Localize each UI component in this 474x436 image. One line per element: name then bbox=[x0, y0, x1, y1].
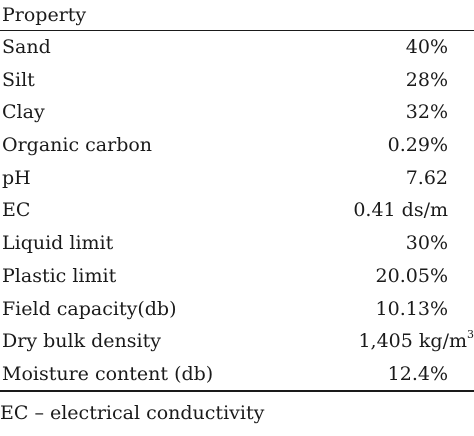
row-property: Plastic limit bbox=[2, 264, 117, 287]
row-property: Liquid limit bbox=[2, 232, 114, 255]
table-row: Silt 28% bbox=[0, 64, 474, 97]
table-row: pH 7.62 bbox=[0, 162, 474, 195]
table-footnote: EC – electrical conductivity bbox=[0, 402, 265, 424]
row-value: 28% bbox=[405, 68, 448, 91]
row-value: 40% bbox=[405, 36, 448, 58]
row-value-text: 1,405 kg/m bbox=[358, 330, 467, 353]
row-property: Sand bbox=[2, 36, 51, 58]
table-row: Sand 40% bbox=[0, 31, 474, 64]
row-value: 30% bbox=[405, 232, 448, 255]
table-row: Clay 32% bbox=[0, 96, 474, 129]
row-property: Silt bbox=[2, 68, 35, 91]
row-value: 20.05% bbox=[375, 264, 448, 287]
row-value: 0.29% bbox=[387, 134, 448, 157]
row-value: 7.62 bbox=[405, 166, 448, 189]
row-property: Dry bulk density bbox=[2, 330, 161, 353]
row-property: pH bbox=[2, 166, 31, 189]
table-header-property: Property bbox=[0, 0, 474, 31]
row-property: Field capacity(db) bbox=[2, 297, 177, 320]
row-value: 12.4% bbox=[387, 362, 448, 385]
row-property: Clay bbox=[2, 101, 45, 124]
row-property: EC bbox=[2, 199, 31, 222]
table-row: Dry bulk density 1,405 kg/m3 bbox=[0, 325, 474, 358]
soil-properties-table: Property Sand 40% Silt 28% Clay 32% Orga… bbox=[0, 0, 474, 391]
row-value-superscript: 3 bbox=[467, 328, 474, 342]
table-row: Moisture content (db) 12.4% bbox=[0, 358, 474, 391]
table-row: Liquid limit 30% bbox=[0, 227, 474, 260]
table-bottom-rule bbox=[0, 390, 474, 392]
row-property: Organic carbon bbox=[2, 134, 153, 157]
table-row: Field capacity(db) 10.13% bbox=[0, 293, 474, 326]
row-value: 0.41 ds/m bbox=[353, 199, 448, 222]
table-row: Plastic limit 20.05% bbox=[0, 260, 474, 293]
table-row: Organic carbon 0.29% bbox=[0, 129, 474, 162]
row-property: Moisture content (db) bbox=[2, 362, 214, 385]
row-value: 32% bbox=[405, 101, 448, 124]
row-value: 1,405 kg/m3 bbox=[358, 325, 474, 358]
table-row: EC 0.41 ds/m bbox=[0, 194, 474, 227]
row-value: 10.13% bbox=[375, 297, 448, 320]
